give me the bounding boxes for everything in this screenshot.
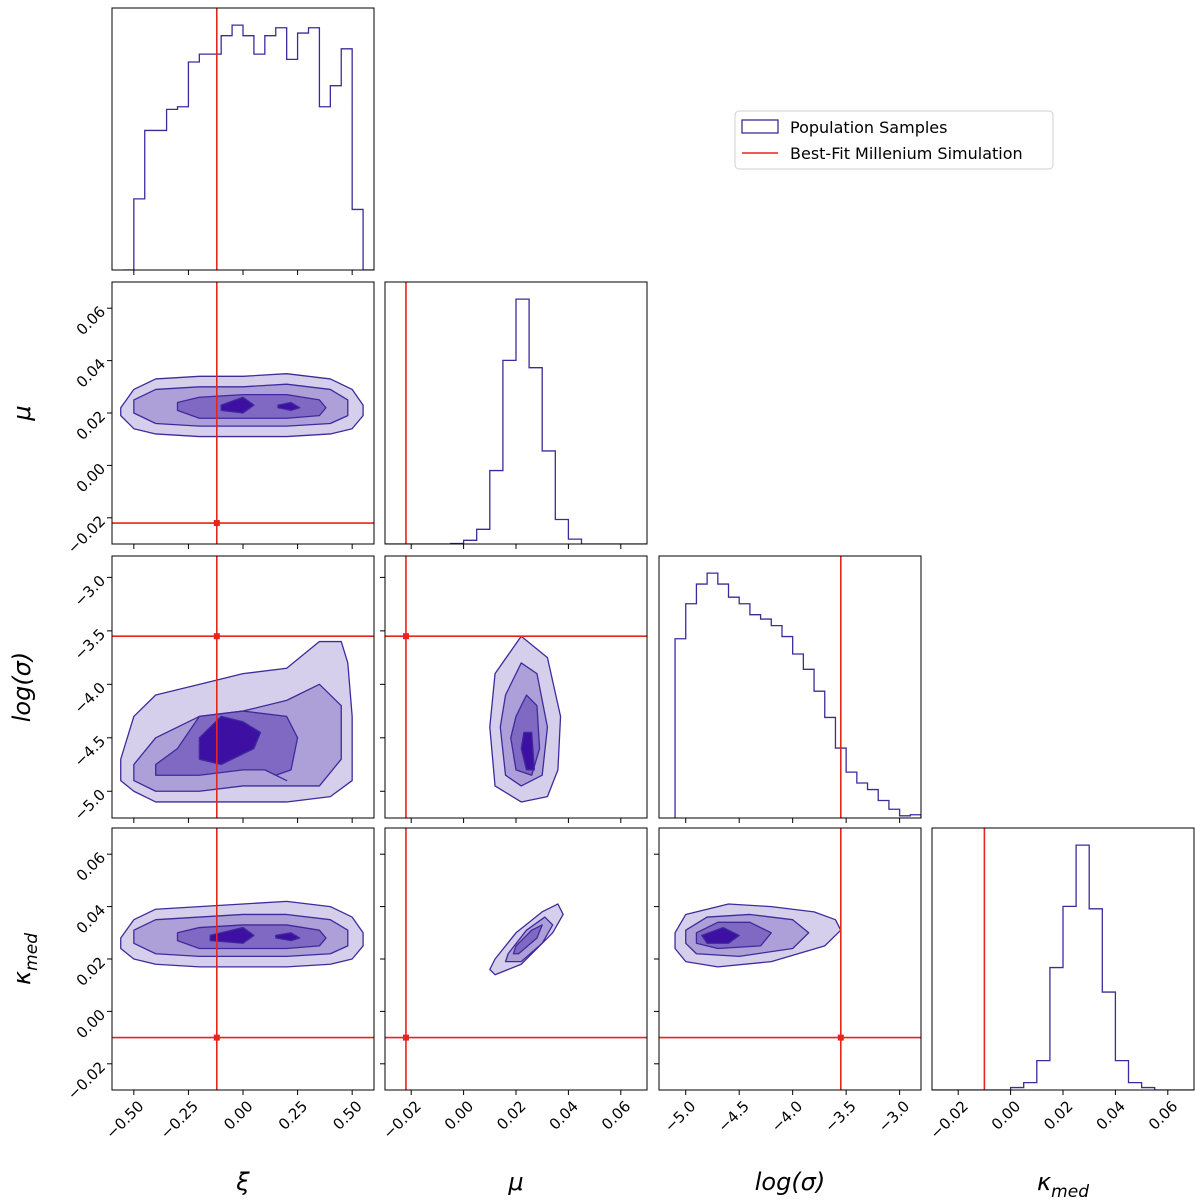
histogram-xi — [122, 24, 374, 270]
y-tick-label-logsigma: −4.0 — [71, 679, 109, 717]
axis-label-subscript: med — [1051, 1182, 1089, 1202]
x-tick-label-xi: −0.50 — [102, 1097, 147, 1142]
panel-plot-area — [112, 282, 374, 544]
x-tick-label-kappa: 0.02 — [1040, 1097, 1076, 1133]
x-axis-label-kappa: κmed — [1037, 1168, 1089, 1202]
truth-marker — [213, 633, 220, 640]
panel-mu-vs-xi: −0.02 0.00 0.02 0.04 0.06 — [64, 281, 375, 557]
contour-level-3 — [512, 924, 543, 955]
y-axis-label-logsigma: log(σ) — [8, 652, 36, 723]
axis-label-base: κ — [1037, 1168, 1052, 1196]
axis-label-base: log(σ) — [8, 652, 36, 723]
y-tick-label-kappa: −0.02 — [64, 1058, 109, 1103]
y-tick-label-logsigma: −4.5 — [71, 732, 109, 770]
x-tick-label-kappa: −0.02 — [927, 1097, 972, 1142]
y-tick-label-kappa: 0.00 — [73, 1006, 109, 1042]
y-tick-label-kappa: 0.02 — [73, 953, 109, 989]
axis-label-base: log(σ) — [755, 1168, 826, 1196]
axis-label-base: μ — [507, 1168, 523, 1196]
panel-frame — [658, 555, 922, 819]
panel-frame — [111, 7, 375, 271]
panel-kappa-vs-mu: −0.02 0.00 0.02 0.04 0.06 — [380, 827, 648, 1142]
contour-level-4 — [198, 715, 262, 766]
x-tick-label-mu: −0.02 — [380, 1097, 425, 1142]
y-axis-label-kappa: κmed — [8, 933, 42, 985]
axis-label-base: κ — [8, 970, 36, 985]
x-tick-label-logsigma: −3.5 — [821, 1097, 859, 1135]
x-tick-label-logsigma: −3.0 — [875, 1097, 913, 1135]
panel-kappa-vs-xi: −0.50 −0.25 0.00 0.25 0.50 −0.02 0.00 0.02 0.04 0… — [64, 827, 375, 1142]
x-axis-label-logsigma: log(σ) — [755, 1168, 826, 1196]
contour-level-4 — [520, 731, 535, 771]
y-tick-label-mu: 0.04 — [73, 355, 109, 391]
y-axis-label-mu: μ — [8, 405, 36, 421]
y-tick-label-mu: −0.02 — [64, 512, 109, 557]
x-tick-label-xi: −0.25 — [157, 1097, 202, 1142]
x-tick-label-xi: 0.50 — [329, 1097, 365, 1133]
legend-patch-icon — [741, 119, 779, 134]
legend-label: Best-Fit Millenium Simulation — [790, 144, 1023, 163]
legend-label: Population Samples — [790, 118, 947, 137]
panel-plot-area — [674, 556, 921, 818]
x-tick-label-mu: 0.02 — [493, 1097, 529, 1133]
axis-label-base: μ — [8, 405, 36, 421]
contour-level-4 — [220, 396, 255, 414]
legend-frame — [734, 110, 1054, 170]
panel-logsigma-vs-mu — [380, 555, 648, 823]
panel-plot-area — [385, 556, 647, 818]
truth-marker — [213, 520, 220, 527]
x-tick-label-mu: 0.06 — [598, 1097, 634, 1133]
panel-logsigma-vs-xi: −5.0 −4.5 −4.0 −3.5 −3.0 — [71, 555, 375, 824]
y-tick-label-mu: 0.02 — [73, 407, 109, 443]
panel-plot-area — [112, 556, 374, 818]
contour-level-5 — [277, 401, 301, 412]
panel-xi-vs-xi — [111, 7, 375, 275]
legend: Population Samples Best-Fit Millenium Sim… — [734, 110, 1054, 170]
y-tick-label-logsigma: −3.0 — [71, 572, 109, 610]
truth-marker — [837, 1034, 844, 1041]
x-tick-label-logsigma: −5.0 — [661, 1097, 699, 1135]
axis-label-base: ξ — [235, 1168, 250, 1196]
x-tick-label-logsigma: −4.0 — [768, 1097, 806, 1135]
histogram-kappa — [932, 844, 1194, 1090]
x-axis-label-xi: ξ — [235, 1168, 250, 1196]
panel-plot-area — [385, 282, 647, 544]
contour-level-4 — [701, 926, 740, 944]
x-tick-label-xi: 0.00 — [220, 1097, 256, 1133]
contour-level-4 — [209, 926, 255, 944]
panel-mu-vs-mu — [384, 281, 648, 549]
x-tick-label-logsigma: −4.5 — [714, 1097, 752, 1135]
x-tick-label-mu: 0.04 — [546, 1097, 582, 1133]
truth-marker — [402, 1034, 409, 1041]
x-tick-label-kappa: 0.06 — [1145, 1097, 1181, 1133]
panel-logsigma-vs-logsigma — [658, 555, 922, 823]
x-axis-label-mu: μ — [507, 1168, 523, 1196]
panel-kappa-vs-kappa: −0.02 0.00 0.02 0.04 0.06 — [927, 827, 1195, 1142]
panel-kappa-vs-logsigma: −5.0 −4.5 −4.0 −3.5 −3.0 — [654, 827, 922, 1136]
panel-plot-area — [385, 828, 647, 1090]
truth-marker — [213, 1034, 220, 1041]
y-tick-label-logsigma: −5.0 — [71, 786, 109, 824]
y-tick-label-mu: 0.00 — [73, 460, 109, 496]
histogram-mu — [385, 298, 647, 544]
panel-plot-area — [659, 828, 921, 1090]
truth-marker — [402, 633, 409, 640]
panel-plot-area — [112, 828, 374, 1090]
contour-level-5 — [275, 932, 301, 942]
x-tick-label-mu: 0.00 — [441, 1097, 477, 1133]
panel-plot-area — [932, 828, 1194, 1090]
y-tick-label-kappa: 0.04 — [73, 901, 109, 937]
axis-label-subscript: med — [22, 933, 42, 971]
x-tick-label-xi: 0.25 — [275, 1097, 311, 1133]
histogram-logsigma — [674, 572, 921, 818]
x-tick-label-kappa: 0.04 — [1093, 1097, 1129, 1133]
y-tick-label-mu: 0.06 — [73, 303, 109, 339]
x-tick-label-kappa: 0.00 — [988, 1097, 1024, 1133]
y-tick-label-logsigma: −3.5 — [71, 625, 109, 663]
panel-plot-area — [122, 8, 374, 270]
y-tick-label-kappa: 0.06 — [73, 849, 109, 885]
